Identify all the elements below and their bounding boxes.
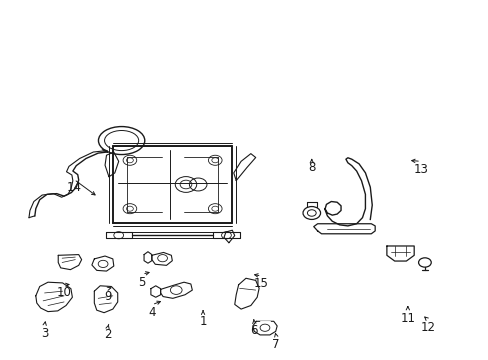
Text: 15: 15 [254, 278, 268, 291]
Text: 4: 4 [148, 306, 155, 319]
Text: 10: 10 [57, 287, 71, 300]
Text: 5: 5 [138, 276, 145, 289]
Text: 6: 6 [250, 324, 258, 337]
Text: 3: 3 [41, 327, 48, 340]
Text: 12: 12 [420, 321, 434, 334]
Text: 9: 9 [104, 290, 111, 303]
Text: 2: 2 [104, 328, 111, 341]
Text: 1: 1 [199, 315, 206, 328]
Text: 7: 7 [272, 338, 279, 351]
Text: 8: 8 [307, 161, 315, 174]
Text: 13: 13 [413, 163, 427, 176]
Text: 11: 11 [400, 311, 414, 325]
Text: 14: 14 [66, 181, 81, 194]
